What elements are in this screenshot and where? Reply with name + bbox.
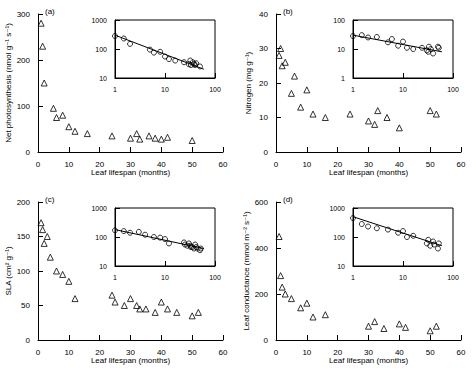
svg-text:10: 10 <box>259 113 268 122</box>
svg-text:100: 100 <box>17 102 31 111</box>
svg-text:50: 50 <box>21 301 30 310</box>
svg-text:100: 100 <box>95 46 107 53</box>
svg-text:40: 40 <box>259 10 268 19</box>
svg-text:10: 10 <box>161 86 169 93</box>
svg-text:20: 20 <box>95 160 104 169</box>
svg-text:100: 100 <box>17 267 31 276</box>
svg-text:30: 30 <box>126 348 135 357</box>
svg-text:40: 40 <box>395 348 404 357</box>
svg-text:1000: 1000 <box>329 205 345 212</box>
svg-text:100: 100 <box>209 86 221 93</box>
svg-text:Leaf conductance (mmol m⁻² s⁻¹: Leaf conductance (mmol m⁻² s⁻¹) <box>242 211 251 330</box>
svg-text:200: 200 <box>17 56 31 65</box>
svg-text:0: 0 <box>36 348 41 357</box>
svg-text:60: 60 <box>457 160 466 169</box>
svg-text:0: 0 <box>36 160 41 169</box>
svg-text:600: 600 <box>255 198 269 207</box>
svg-text:30: 30 <box>259 44 268 53</box>
svg-text:200: 200 <box>255 290 269 299</box>
svg-text:0: 0 <box>274 348 279 357</box>
svg-text:50: 50 <box>426 348 435 357</box>
svg-text:10: 10 <box>64 160 73 169</box>
svg-text:Leaf lifespan (months): Leaf lifespan (months) <box>91 168 170 177</box>
svg-text:100: 100 <box>95 234 107 241</box>
svg-text:300: 300 <box>17 10 31 19</box>
svg-text:1: 1 <box>113 86 117 93</box>
svg-text:(c): (c) <box>45 195 55 204</box>
svg-text:40: 40 <box>395 160 404 169</box>
svg-text:1: 1 <box>351 86 355 93</box>
svg-text:10: 10 <box>337 46 345 53</box>
svg-text:0: 0 <box>274 160 279 169</box>
svg-text:1000: 1000 <box>91 17 107 24</box>
svg-text:Leaf lifespan (months): Leaf lifespan (months) <box>329 168 408 177</box>
svg-text:0: 0 <box>264 148 269 157</box>
svg-text:60: 60 <box>219 348 228 357</box>
svg-text:10: 10 <box>99 263 107 270</box>
svg-text:10: 10 <box>302 160 311 169</box>
svg-text:0: 0 <box>264 336 269 345</box>
svg-text:100: 100 <box>333 234 345 241</box>
svg-text:1: 1 <box>351 274 355 281</box>
svg-text:Nitrogen (mg g⁻¹): Nitrogen (mg g⁻¹) <box>244 51 253 114</box>
svg-text:10: 10 <box>64 348 73 357</box>
svg-text:400: 400 <box>255 244 269 253</box>
svg-text:(a): (a) <box>45 7 55 16</box>
svg-text:20: 20 <box>259 79 268 88</box>
svg-text:200: 200 <box>17 198 31 207</box>
svg-text:(d): (d) <box>283 195 293 204</box>
svg-text:30: 30 <box>364 160 373 169</box>
svg-text:20: 20 <box>95 348 104 357</box>
svg-text:1000: 1000 <box>91 205 107 212</box>
svg-text:0: 0 <box>26 148 31 157</box>
svg-text:40: 40 <box>157 160 166 169</box>
svg-text:SLA (cm² g⁻¹): SLA (cm² g⁻¹) <box>4 246 13 295</box>
svg-text:10: 10 <box>399 86 407 93</box>
svg-text:Leaf lifespan (months): Leaf lifespan (months) <box>329 356 408 365</box>
svg-text:100: 100 <box>209 274 221 281</box>
svg-text:Leaf lifespan (months): Leaf lifespan (months) <box>91 356 170 365</box>
svg-text:30: 30 <box>364 348 373 357</box>
svg-text:60: 60 <box>457 348 466 357</box>
svg-text:1: 1 <box>341 75 345 82</box>
svg-text:0: 0 <box>26 336 31 345</box>
svg-text:10: 10 <box>337 263 345 270</box>
svg-text:40: 40 <box>157 348 166 357</box>
svg-text:20: 20 <box>333 348 342 357</box>
svg-text:60: 60 <box>219 160 228 169</box>
svg-text:1: 1 <box>113 274 117 281</box>
svg-text:10: 10 <box>302 348 311 357</box>
svg-text:20: 20 <box>333 160 342 169</box>
svg-text:(b): (b) <box>283 7 293 16</box>
svg-text:100: 100 <box>447 86 459 93</box>
svg-text:50: 50 <box>188 348 197 357</box>
svg-text:30: 30 <box>126 160 135 169</box>
svg-text:10: 10 <box>161 274 169 281</box>
svg-text:Net photosynthesis (nmol g⁻¹ s: Net photosynthesis (nmol g⁻¹ s⁻¹) <box>4 23 13 143</box>
svg-text:50: 50 <box>426 160 435 169</box>
svg-text:50: 50 <box>188 160 197 169</box>
svg-text:150: 150 <box>17 232 31 241</box>
svg-text:100: 100 <box>447 274 459 281</box>
svg-text:10: 10 <box>99 75 107 82</box>
svg-text:100: 100 <box>333 17 345 24</box>
svg-text:10: 10 <box>399 274 407 281</box>
